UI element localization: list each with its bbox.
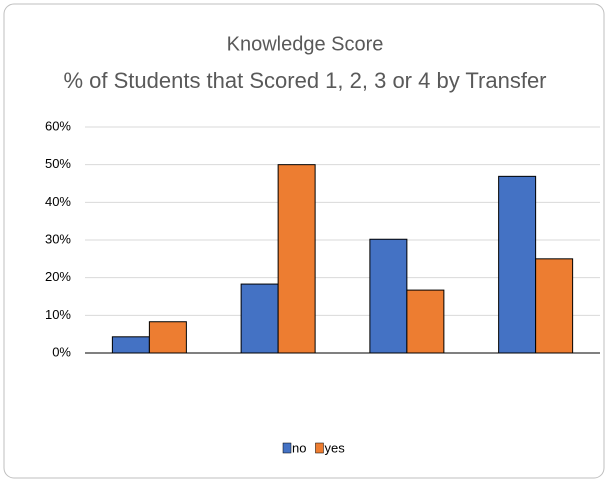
bar: [148, 321, 187, 354]
bar: [111, 336, 150, 354]
legend-label: yes: [324, 440, 345, 455]
y-tick-label: 0%: [52, 344, 71, 359]
bar: [498, 175, 537, 354]
bar: [406, 289, 445, 354]
chart-title: Knowledge Score: [227, 33, 384, 55]
y-tick-label: 20%: [45, 269, 71, 284]
legend-swatch: [315, 442, 324, 454]
legend-label: no: [292, 440, 306, 455]
y-tick-label: 60%: [45, 118, 71, 133]
legend-swatch: [282, 442, 292, 454]
y-tick-label: 50%: [45, 156, 71, 171]
y-tick-label: 40%: [45, 194, 71, 209]
bar: [535, 258, 574, 354]
y-tick-label: 30%: [45, 231, 71, 246]
bar: [277, 164, 316, 354]
chart-subtitle: % of Students that Scored 1, 2, 3 or 4 b…: [63, 68, 546, 93]
bar: [240, 283, 279, 354]
bar: [369, 238, 408, 354]
y-tick-label: 10%: [45, 307, 71, 322]
